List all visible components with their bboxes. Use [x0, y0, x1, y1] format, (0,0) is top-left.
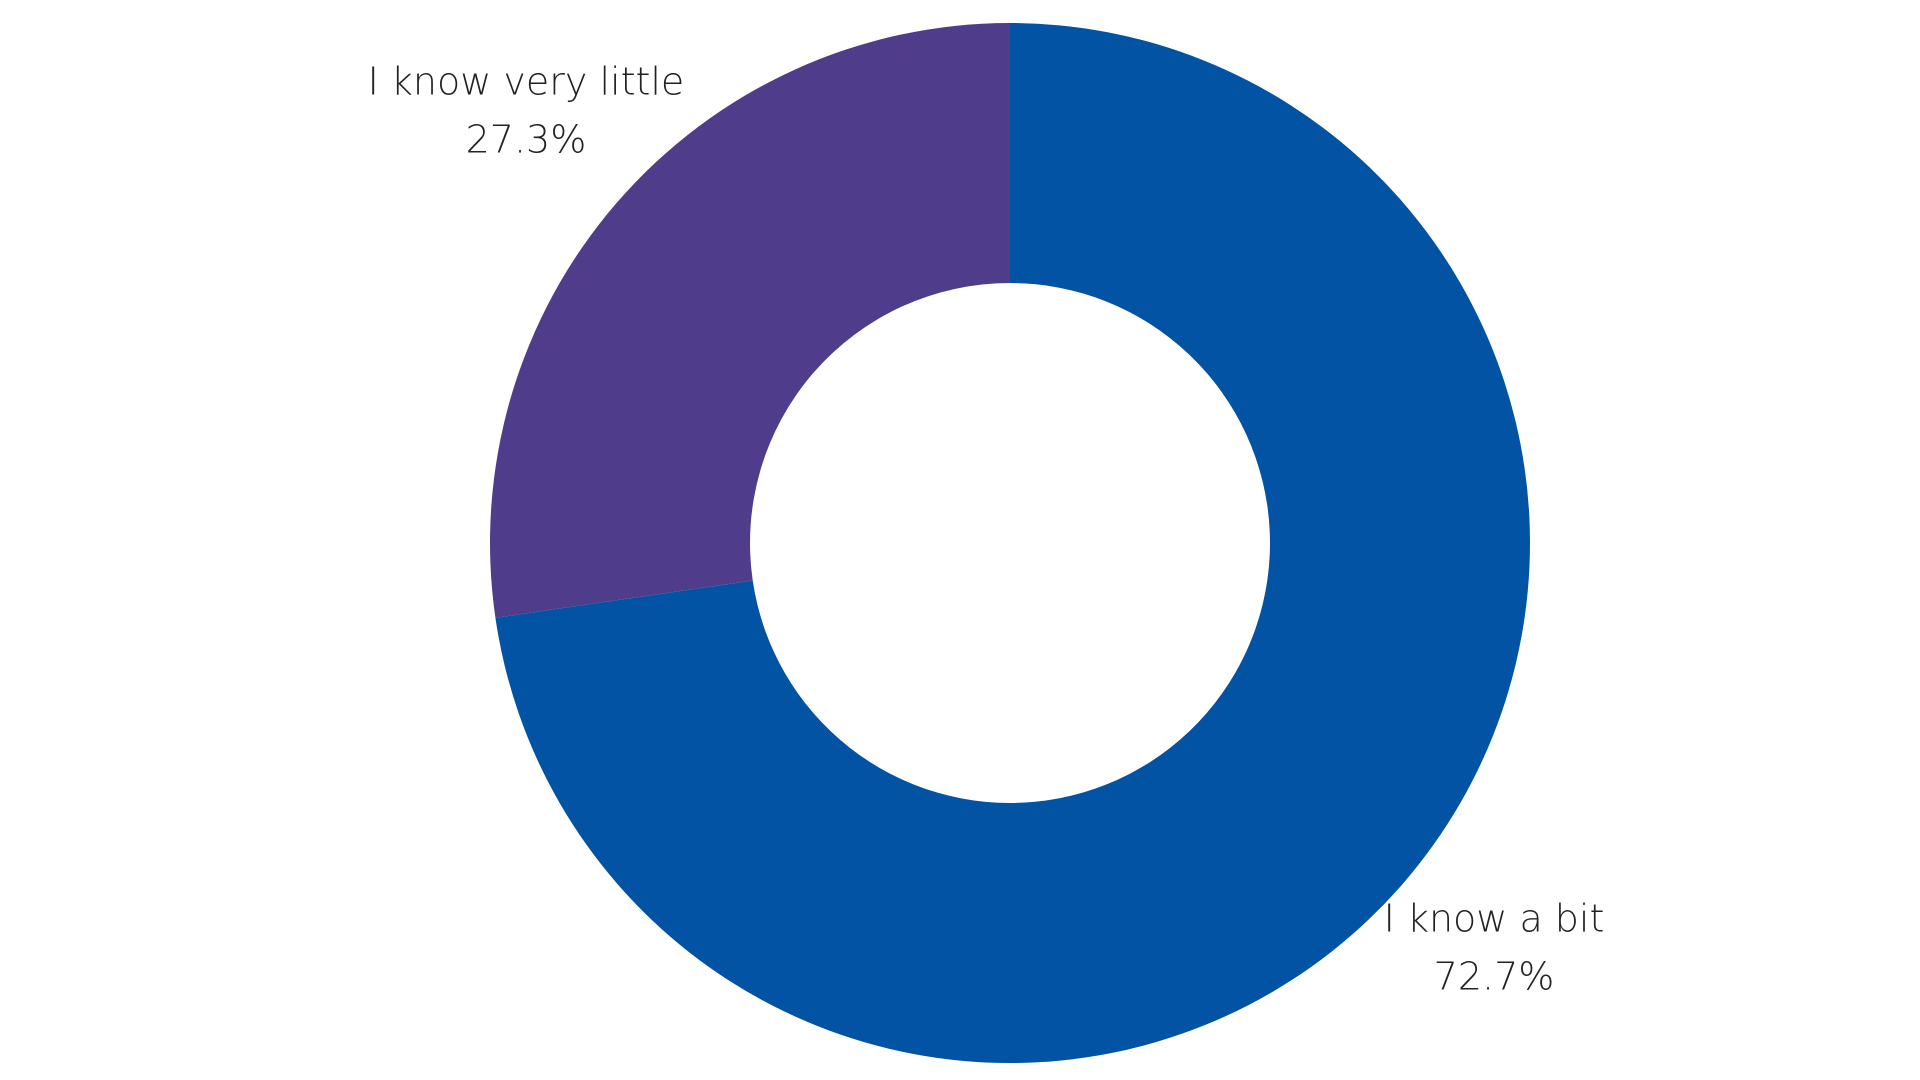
slice-labels: I know a bit 72.7% I know very little 27.3% [368, 59, 1605, 998]
slice-label-i-know-very-little: I know very little 27.3% [368, 59, 685, 161]
slice-label-value: 72.7% [1434, 955, 1555, 999]
slice-label-name: I know very little [368, 59, 685, 103]
slice-label-value: 27.3% [466, 117, 587, 161]
slice-i-know-very-little [490, 23, 1010, 618]
slice-label-name: I know a bit [1384, 897, 1605, 941]
slice-label-i-know-a-bit: I know a bit 72.7% [1384, 897, 1605, 999]
slice-i-know-a-bit [495, 23, 1531, 1063]
donut-slices [490, 23, 1531, 1063]
